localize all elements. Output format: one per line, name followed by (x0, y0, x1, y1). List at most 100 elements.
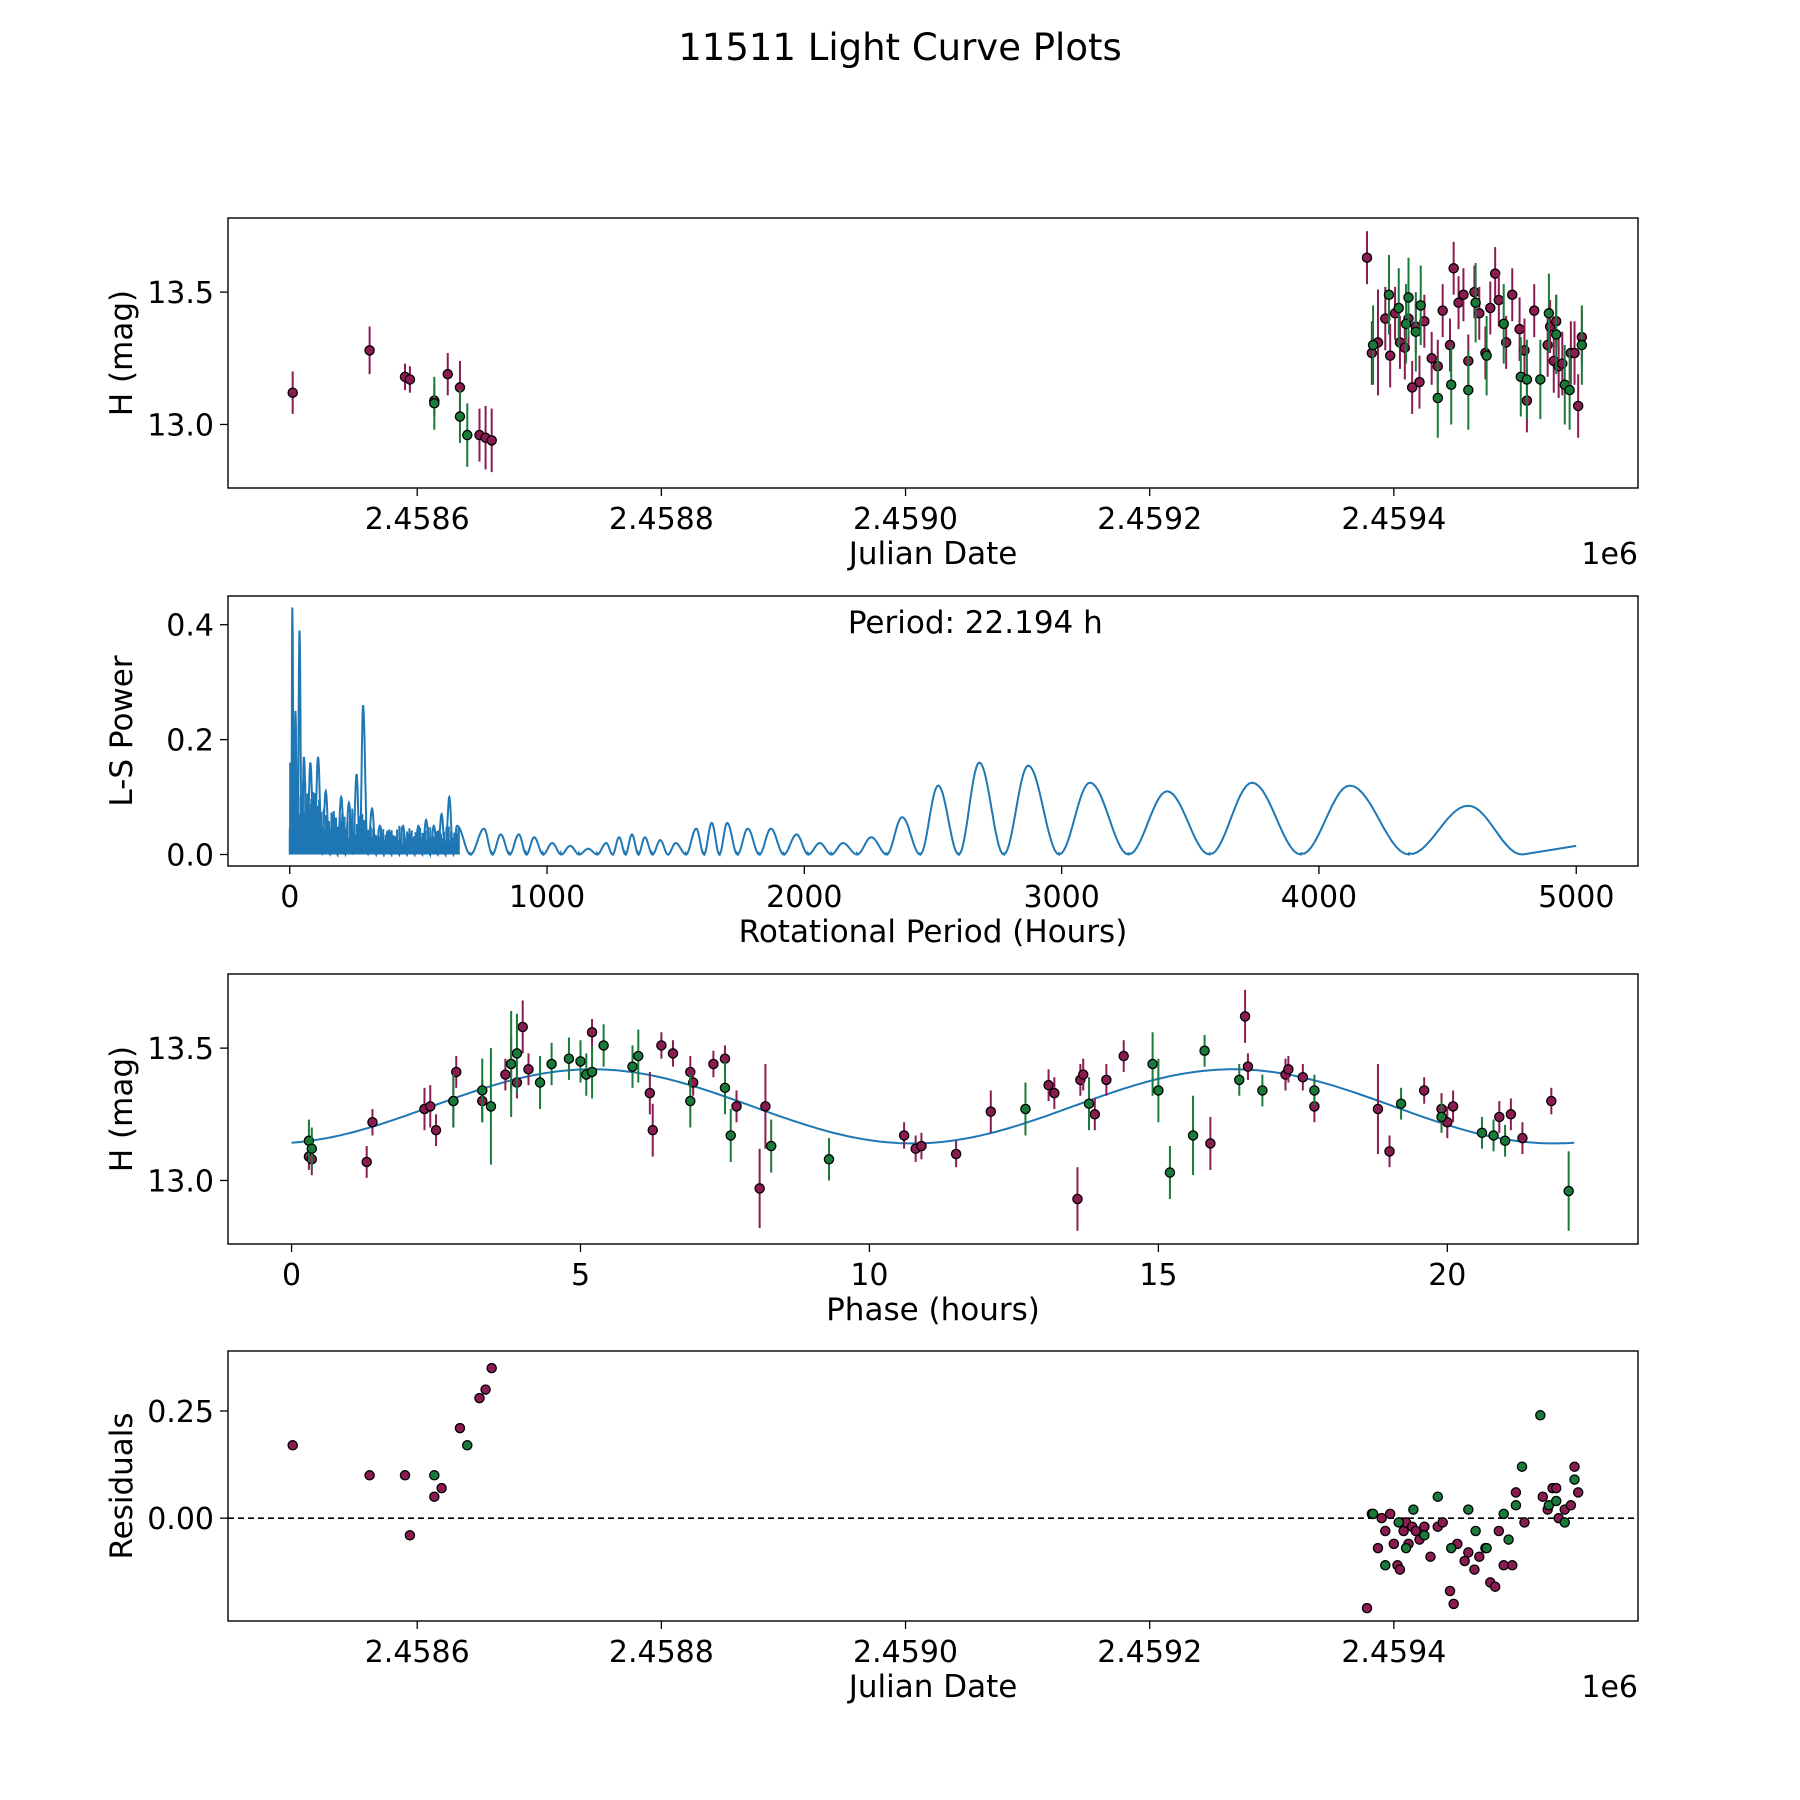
data-point (1283, 1064, 1294, 1075)
data-point (1388, 1538, 1400, 1550)
data-point (1398, 1525, 1409, 1537)
data-point (985, 1106, 997, 1117)
data-point (656, 1040, 667, 1051)
data-point (1448, 1598, 1459, 1610)
data-point (916, 1140, 927, 1152)
data-point (306, 1143, 318, 1154)
data-point (898, 1130, 910, 1141)
data-point (1372, 1103, 1384, 1115)
data-point (725, 1130, 736, 1141)
data-point (1384, 350, 1396, 361)
data-point (1309, 1085, 1320, 1096)
data-point (647, 1124, 658, 1136)
data-point (1384, 1508, 1396, 1520)
data-point (627, 1061, 638, 1072)
x-tick-label: 2.4592 (1097, 1635, 1202, 1670)
data-point (1563, 1185, 1574, 1197)
data-point (1458, 289, 1469, 301)
data-point (1380, 1560, 1391, 1571)
data-point (1257, 1085, 1268, 1096)
data-point (765, 1140, 777, 1152)
data-point (1489, 1581, 1501, 1592)
data-point (454, 411, 466, 422)
data-point (1447, 1101, 1459, 1112)
data-point (1493, 294, 1505, 306)
data-point (1516, 1461, 1528, 1472)
data-point (1469, 286, 1480, 298)
data-point (1436, 1111, 1447, 1123)
x-axis-label: Julian Date (847, 1669, 1018, 1705)
x-tick-label: 5000 (1538, 880, 1614, 915)
data-point (1463, 1547, 1474, 1558)
data-point (1089, 1109, 1101, 1120)
data-point (399, 1470, 411, 1481)
data-point (486, 435, 497, 446)
data-point (462, 429, 473, 441)
data-point (429, 1470, 440, 1481)
y-tick-label: 0.2 (166, 724, 214, 759)
periodogram-panel: 0 1000 2000 3000 4000 5000 0.0 0.2 0.4 Rotational… (104, 595, 1639, 950)
x-tick-label: 2.4592 (1097, 502, 1202, 537)
plot-area (228, 1362, 1638, 1614)
data-point (1448, 263, 1459, 274)
figure-title: 11511 Light Curve Plots (678, 26, 1122, 69)
plot-area (288, 607, 1577, 859)
data-point (1481, 350, 1492, 361)
phased-lightcurve-panel: 0 5 10 15 20 13.0 13.5 Phase (hours) H (mag) (104, 973, 1639, 1328)
data-point (1569, 1474, 1580, 1485)
data-point (667, 1048, 679, 1059)
data-point (480, 1384, 491, 1395)
data-point (586, 1026, 598, 1038)
data-point (1020, 1103, 1031, 1115)
data-point (1118, 1050, 1129, 1062)
x-tick-label: 0 (280, 880, 299, 915)
data-point (1550, 1482, 1562, 1494)
data-point (754, 1183, 765, 1194)
power-series-line (288, 607, 1577, 859)
data-point (1488, 1130, 1499, 1141)
data-point (1393, 1517, 1404, 1528)
data-point (287, 1440, 298, 1451)
data-point (1537, 1491, 1549, 1502)
data-point (500, 1069, 511, 1080)
x-tick-label: 15 (1139, 1258, 1177, 1293)
data-point (1437, 1517, 1448, 1528)
data-point (1432, 1491, 1444, 1502)
axes-frame (227, 973, 1639, 1245)
data-point (1519, 1517, 1530, 1528)
data-point (474, 1392, 485, 1404)
data-point (404, 374, 416, 385)
data-point (1383, 289, 1395, 301)
data-point (1572, 400, 1584, 412)
data-point (1507, 289, 1518, 301)
x-axis-label: Phase (hours) (826, 1292, 1040, 1328)
data-point (1470, 297, 1481, 308)
x-tick-label: 20 (1428, 1258, 1466, 1293)
data-point (425, 1101, 436, 1112)
data-point (404, 1530, 416, 1541)
x-axis-label: Rotational Period (Hours) (739, 914, 1128, 950)
data-point (1394, 1564, 1406, 1575)
data-point (1550, 329, 1562, 340)
data-point (1521, 374, 1533, 385)
data-point (1444, 1585, 1456, 1597)
data-point (1372, 1542, 1384, 1554)
data-point (1564, 384, 1575, 396)
data-point (517, 1021, 528, 1033)
y-tick-label: 13.0 (147, 1164, 214, 1199)
data-point (1503, 1534, 1514, 1545)
data-point (1415, 300, 1426, 311)
data-point (364, 1470, 375, 1481)
data-point (1400, 1542, 1412, 1554)
data-point (1426, 353, 1437, 364)
x-tick-label: 2.4588 (609, 502, 714, 537)
data-point (1569, 347, 1580, 359)
data-point (1376, 1512, 1387, 1524)
data-point (1147, 1058, 1158, 1070)
data-point (1410, 326, 1422, 338)
data-point (1444, 339, 1456, 351)
x-tick-label: 1000 (509, 880, 585, 915)
x-tick-label: 2.4590 (853, 1635, 958, 1670)
data-point (1432, 392, 1444, 404)
